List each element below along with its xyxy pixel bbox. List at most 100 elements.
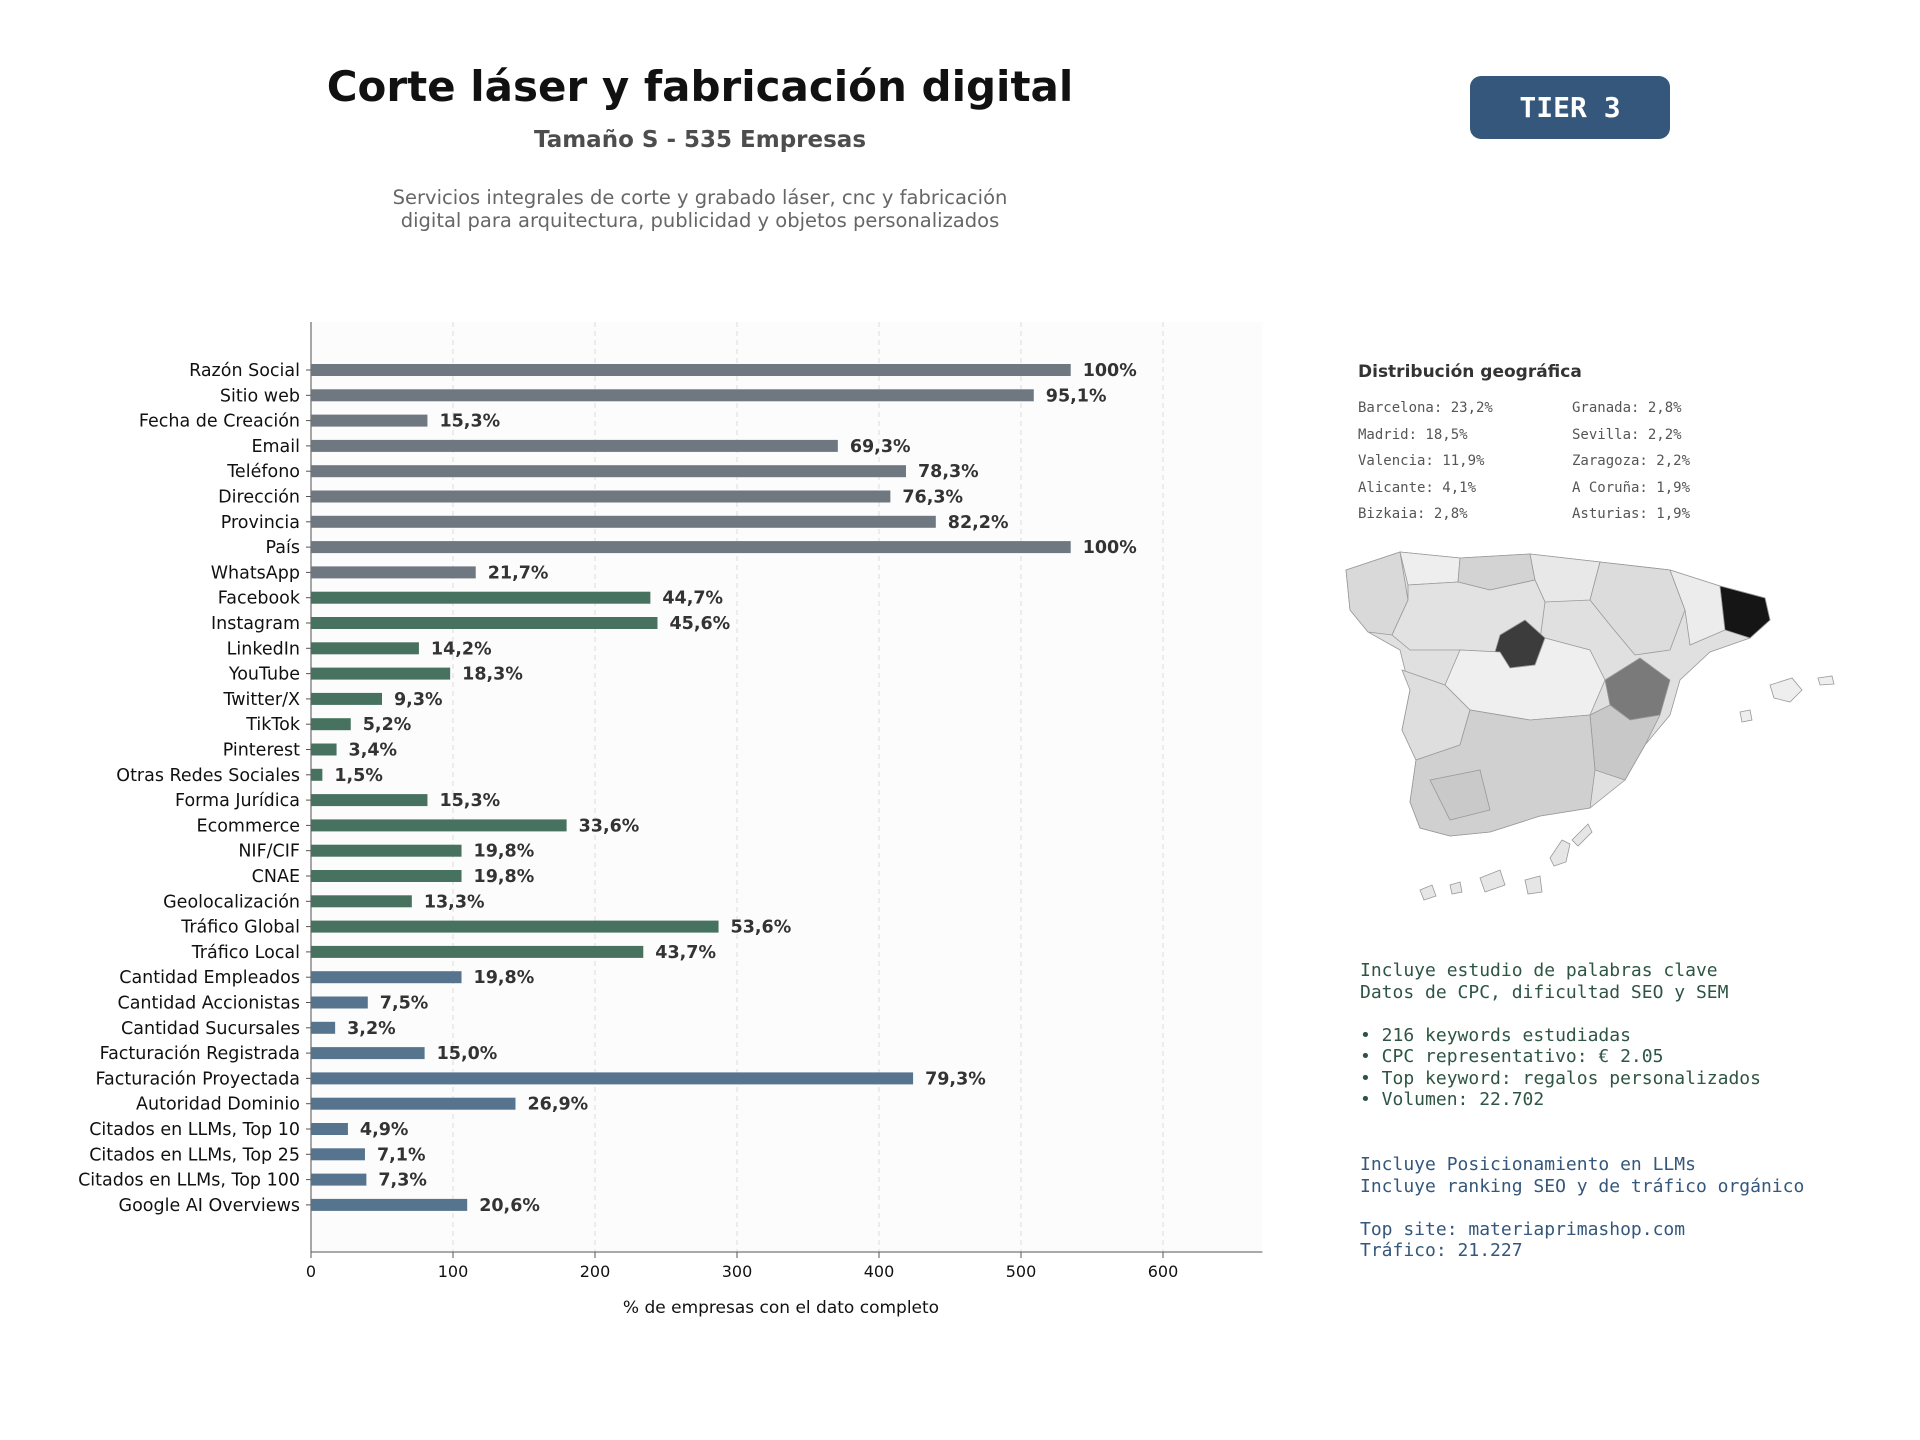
data-label: 69,3% — [850, 437, 911, 457]
plot-area — [311, 322, 1263, 1252]
spacer — [1360, 1197, 1804, 1219]
data-label: 78,3% — [918, 462, 979, 482]
x-tick-label: 600 — [1148, 1262, 1179, 1281]
geo-item: Granada: 2,8% — [1572, 400, 1682, 416]
llm-line-2: Incluye ranking SEO y de tráfico orgánic… — [1360, 1175, 1805, 1197]
bar — [311, 1198, 468, 1211]
category-label: YouTube — [228, 665, 300, 685]
geo-title: Distribución geográfica — [1358, 362, 1582, 382]
category-label: Provincia — [221, 513, 300, 533]
category-label: Instagram — [211, 614, 300, 634]
category-label: Tráfico Global — [180, 918, 300, 938]
bar — [311, 541, 1071, 554]
category-label: Geolocalización — [163, 892, 300, 912]
geo-item: Valencia: 11,9% — [1358, 453, 1485, 469]
data-label: 14,2% — [431, 639, 492, 659]
spacer — [1360, 1003, 1761, 1025]
bar — [311, 1123, 348, 1135]
geo-list-col2: Granada: 2,8% Sevilla: 2,2% Zaragoza: 2,… — [1572, 395, 1690, 528]
category-label: Citados en LLMs, Top 25 — [89, 1145, 300, 1165]
category-label: WhatsApp — [211, 563, 300, 583]
category-label: País — [266, 538, 300, 558]
description-line-1: Servicios integrales de corte y grabado … — [392, 186, 1008, 209]
geo-item: Zaragoza: 2,2% — [1572, 453, 1691, 469]
bar — [311, 743, 337, 756]
map-catalonia-rest — [1669, 569, 1726, 646]
geo-item: Asturias: 1,9% — [1572, 506, 1691, 522]
keywords-bullet: • Volumen: 22.702 — [1360, 1089, 1545, 1110]
data-label: 7,3% — [378, 1171, 427, 1191]
data-label: 15,3% — [439, 791, 500, 811]
data-label: 82,2% — [948, 513, 1009, 533]
category-label: Teléfono — [226, 462, 300, 482]
data-label: 45,6% — [669, 614, 730, 634]
category-label: Facturación Proyectada — [96, 1069, 300, 1089]
keywords-line-1: Incluye estudio de palabras clave — [1360, 960, 1718, 981]
map-canary-2 — [1449, 881, 1463, 895]
bar — [311, 794, 428, 807]
bar — [311, 465, 906, 478]
data-label: 9,3% — [394, 690, 443, 710]
data-label: 33,6% — [579, 816, 640, 836]
data-label: 13,3% — [424, 892, 485, 912]
x-tick-label: 400 — [864, 1262, 895, 1281]
category-label: Citados en LLMs, Top 100 — [78, 1171, 300, 1191]
top-site: Top site: materiaprimashop.com — [1360, 1218, 1686, 1240]
category-label: Facturación Registrada — [100, 1044, 300, 1064]
bar — [311, 996, 368, 1009]
bar — [311, 566, 476, 579]
bar — [311, 642, 419, 655]
category-label: NIF/CIF — [238, 842, 300, 862]
map-balearic-menorca — [1817, 675, 1835, 686]
geo-item: Sevilla: 2,2% — [1572, 426, 1682, 443]
data-label: 7,5% — [380, 994, 429, 1014]
bar — [311, 1148, 365, 1161]
data-label: 21,7% — [488, 563, 549, 583]
bar — [311, 920, 719, 933]
x-tick-label: 0 — [306, 1262, 316, 1281]
category-label: Razón Social — [189, 361, 300, 381]
category-label: Facebook — [218, 589, 301, 609]
data-label: 26,9% — [527, 1095, 588, 1115]
map-asturias — [1399, 551, 1461, 586]
x-axis-label: % de empresas con el dato completo — [623, 1298, 939, 1318]
bar — [311, 617, 658, 629]
data-label: 95,1% — [1046, 386, 1107, 406]
map-alicante-murcia — [1589, 704, 1661, 781]
map-barcelona — [1719, 585, 1771, 639]
bar — [311, 819, 567, 832]
category-label: TikTok — [245, 715, 301, 735]
category-label: LinkedIn — [227, 639, 300, 659]
category-label: Dirección — [218, 488, 300, 508]
page-title: Corte láser y fabricación digital — [326, 62, 1074, 111]
data-label: 53,6% — [731, 918, 792, 938]
data-label: 19,8% — [474, 842, 535, 862]
bar — [311, 692, 382, 705]
keywords-line-2: Datos de CPC, dificultad SEO y SEM — [1360, 981, 1729, 1003]
bar — [311, 667, 451, 680]
map-balearic-mallorca — [1769, 677, 1803, 703]
data-label: 100% — [1083, 361, 1137, 381]
page-subtitle: Tamaño S - 535 Empresas — [533, 127, 867, 153]
bar — [311, 1173, 367, 1186]
category-label: Twitter/X — [222, 690, 300, 710]
data-label: 3,4% — [349, 741, 398, 761]
data-label: 15,0% — [437, 1044, 498, 1064]
geo-item: A Coruña: 1,9% — [1572, 479, 1691, 496]
bar — [311, 515, 936, 528]
keywords-bullet: • Top keyword: regalos personalizados — [1360, 1067, 1761, 1089]
bar — [311, 439, 838, 452]
keywords-block: Incluye estudio de palabras clave Datos … — [1360, 960, 1761, 1111]
data-label: 1,5% — [334, 766, 383, 786]
bar — [311, 768, 323, 781]
category-label: Forma Jurídica — [175, 791, 300, 811]
map-canary-3 — [1479, 869, 1506, 893]
data-label: 5,2% — [363, 715, 412, 735]
bar — [311, 1047, 425, 1060]
category-label: Tráfico Local — [191, 943, 300, 963]
bar — [311, 414, 428, 427]
category-label: Otras Redes Sociales — [116, 766, 300, 786]
category-label: Pinterest — [223, 741, 300, 761]
bar — [311, 718, 351, 731]
map-canary-6 — [1571, 823, 1593, 847]
